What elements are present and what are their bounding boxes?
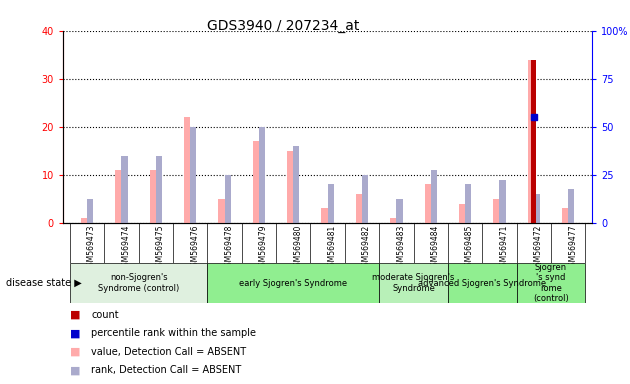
Text: rank, Detection Call = ABSENT: rank, Detection Call = ABSENT xyxy=(91,365,241,375)
FancyBboxPatch shape xyxy=(70,263,207,303)
Bar xyxy=(328,184,334,223)
Bar xyxy=(459,204,465,223)
Bar xyxy=(81,218,87,223)
Bar xyxy=(465,184,471,223)
Bar xyxy=(287,151,293,223)
Text: count: count xyxy=(91,310,119,320)
Bar xyxy=(184,117,190,223)
Text: disease state ▶: disease state ▶ xyxy=(6,278,82,288)
Bar xyxy=(293,146,299,223)
Bar xyxy=(527,60,534,223)
Bar xyxy=(356,194,362,223)
Bar xyxy=(493,199,500,223)
Text: GSM569484: GSM569484 xyxy=(431,225,440,271)
Text: GSM569472: GSM569472 xyxy=(534,225,543,271)
Text: ■: ■ xyxy=(71,310,81,320)
Bar xyxy=(219,199,224,223)
Text: advanced Sjogren's Syndrome: advanced Sjogren's Syndrome xyxy=(418,279,546,288)
Text: GSM569482: GSM569482 xyxy=(362,225,371,271)
Text: ■: ■ xyxy=(71,365,81,375)
Bar xyxy=(253,141,259,223)
Bar xyxy=(362,175,368,223)
Text: GSM569477: GSM569477 xyxy=(568,225,577,271)
Bar xyxy=(431,170,437,223)
Bar xyxy=(149,170,156,223)
Bar xyxy=(562,208,568,223)
Text: ■: ■ xyxy=(71,347,81,357)
Text: Sjogren
's synd
rome
(control): Sjogren 's synd rome (control) xyxy=(533,263,569,303)
Bar xyxy=(531,60,536,223)
Text: value, Detection Call = ABSENT: value, Detection Call = ABSENT xyxy=(91,347,246,357)
Bar xyxy=(396,199,403,223)
Text: GSM569476: GSM569476 xyxy=(190,225,199,271)
Bar xyxy=(87,199,93,223)
Bar xyxy=(156,156,162,223)
Text: GSM569471: GSM569471 xyxy=(500,225,508,271)
Text: GSM569481: GSM569481 xyxy=(328,225,336,271)
Text: GDS3940 / 207234_at: GDS3940 / 207234_at xyxy=(207,19,360,33)
Bar xyxy=(321,208,328,223)
Bar xyxy=(122,156,128,223)
Text: moderate Sjogren's
Syndrome: moderate Sjogren's Syndrome xyxy=(372,273,455,293)
Bar xyxy=(534,194,540,223)
Text: ■: ■ xyxy=(71,328,81,338)
Text: GSM569474: GSM569474 xyxy=(122,225,130,271)
Text: GSM569485: GSM569485 xyxy=(465,225,474,271)
FancyBboxPatch shape xyxy=(517,263,585,303)
Text: percentile rank within the sample: percentile rank within the sample xyxy=(91,328,256,338)
FancyBboxPatch shape xyxy=(448,263,517,303)
Bar xyxy=(224,175,231,223)
Text: GSM569478: GSM569478 xyxy=(224,225,234,271)
FancyBboxPatch shape xyxy=(207,263,379,303)
Bar xyxy=(115,170,122,223)
Bar xyxy=(568,189,575,223)
FancyBboxPatch shape xyxy=(379,263,448,303)
Text: non-Sjogren's
Syndrome (control): non-Sjogren's Syndrome (control) xyxy=(98,273,179,293)
Bar xyxy=(190,127,197,223)
Bar xyxy=(425,184,431,223)
Bar xyxy=(259,127,265,223)
Text: GSM569479: GSM569479 xyxy=(259,225,268,271)
Text: GSM569473: GSM569473 xyxy=(87,225,96,271)
Bar xyxy=(500,180,506,223)
Text: early Sjogren's Syndrome: early Sjogren's Syndrome xyxy=(239,279,347,288)
Text: GSM569475: GSM569475 xyxy=(156,225,165,271)
Text: GSM569483: GSM569483 xyxy=(396,225,405,271)
Bar xyxy=(390,218,396,223)
Text: GSM569480: GSM569480 xyxy=(293,225,302,271)
